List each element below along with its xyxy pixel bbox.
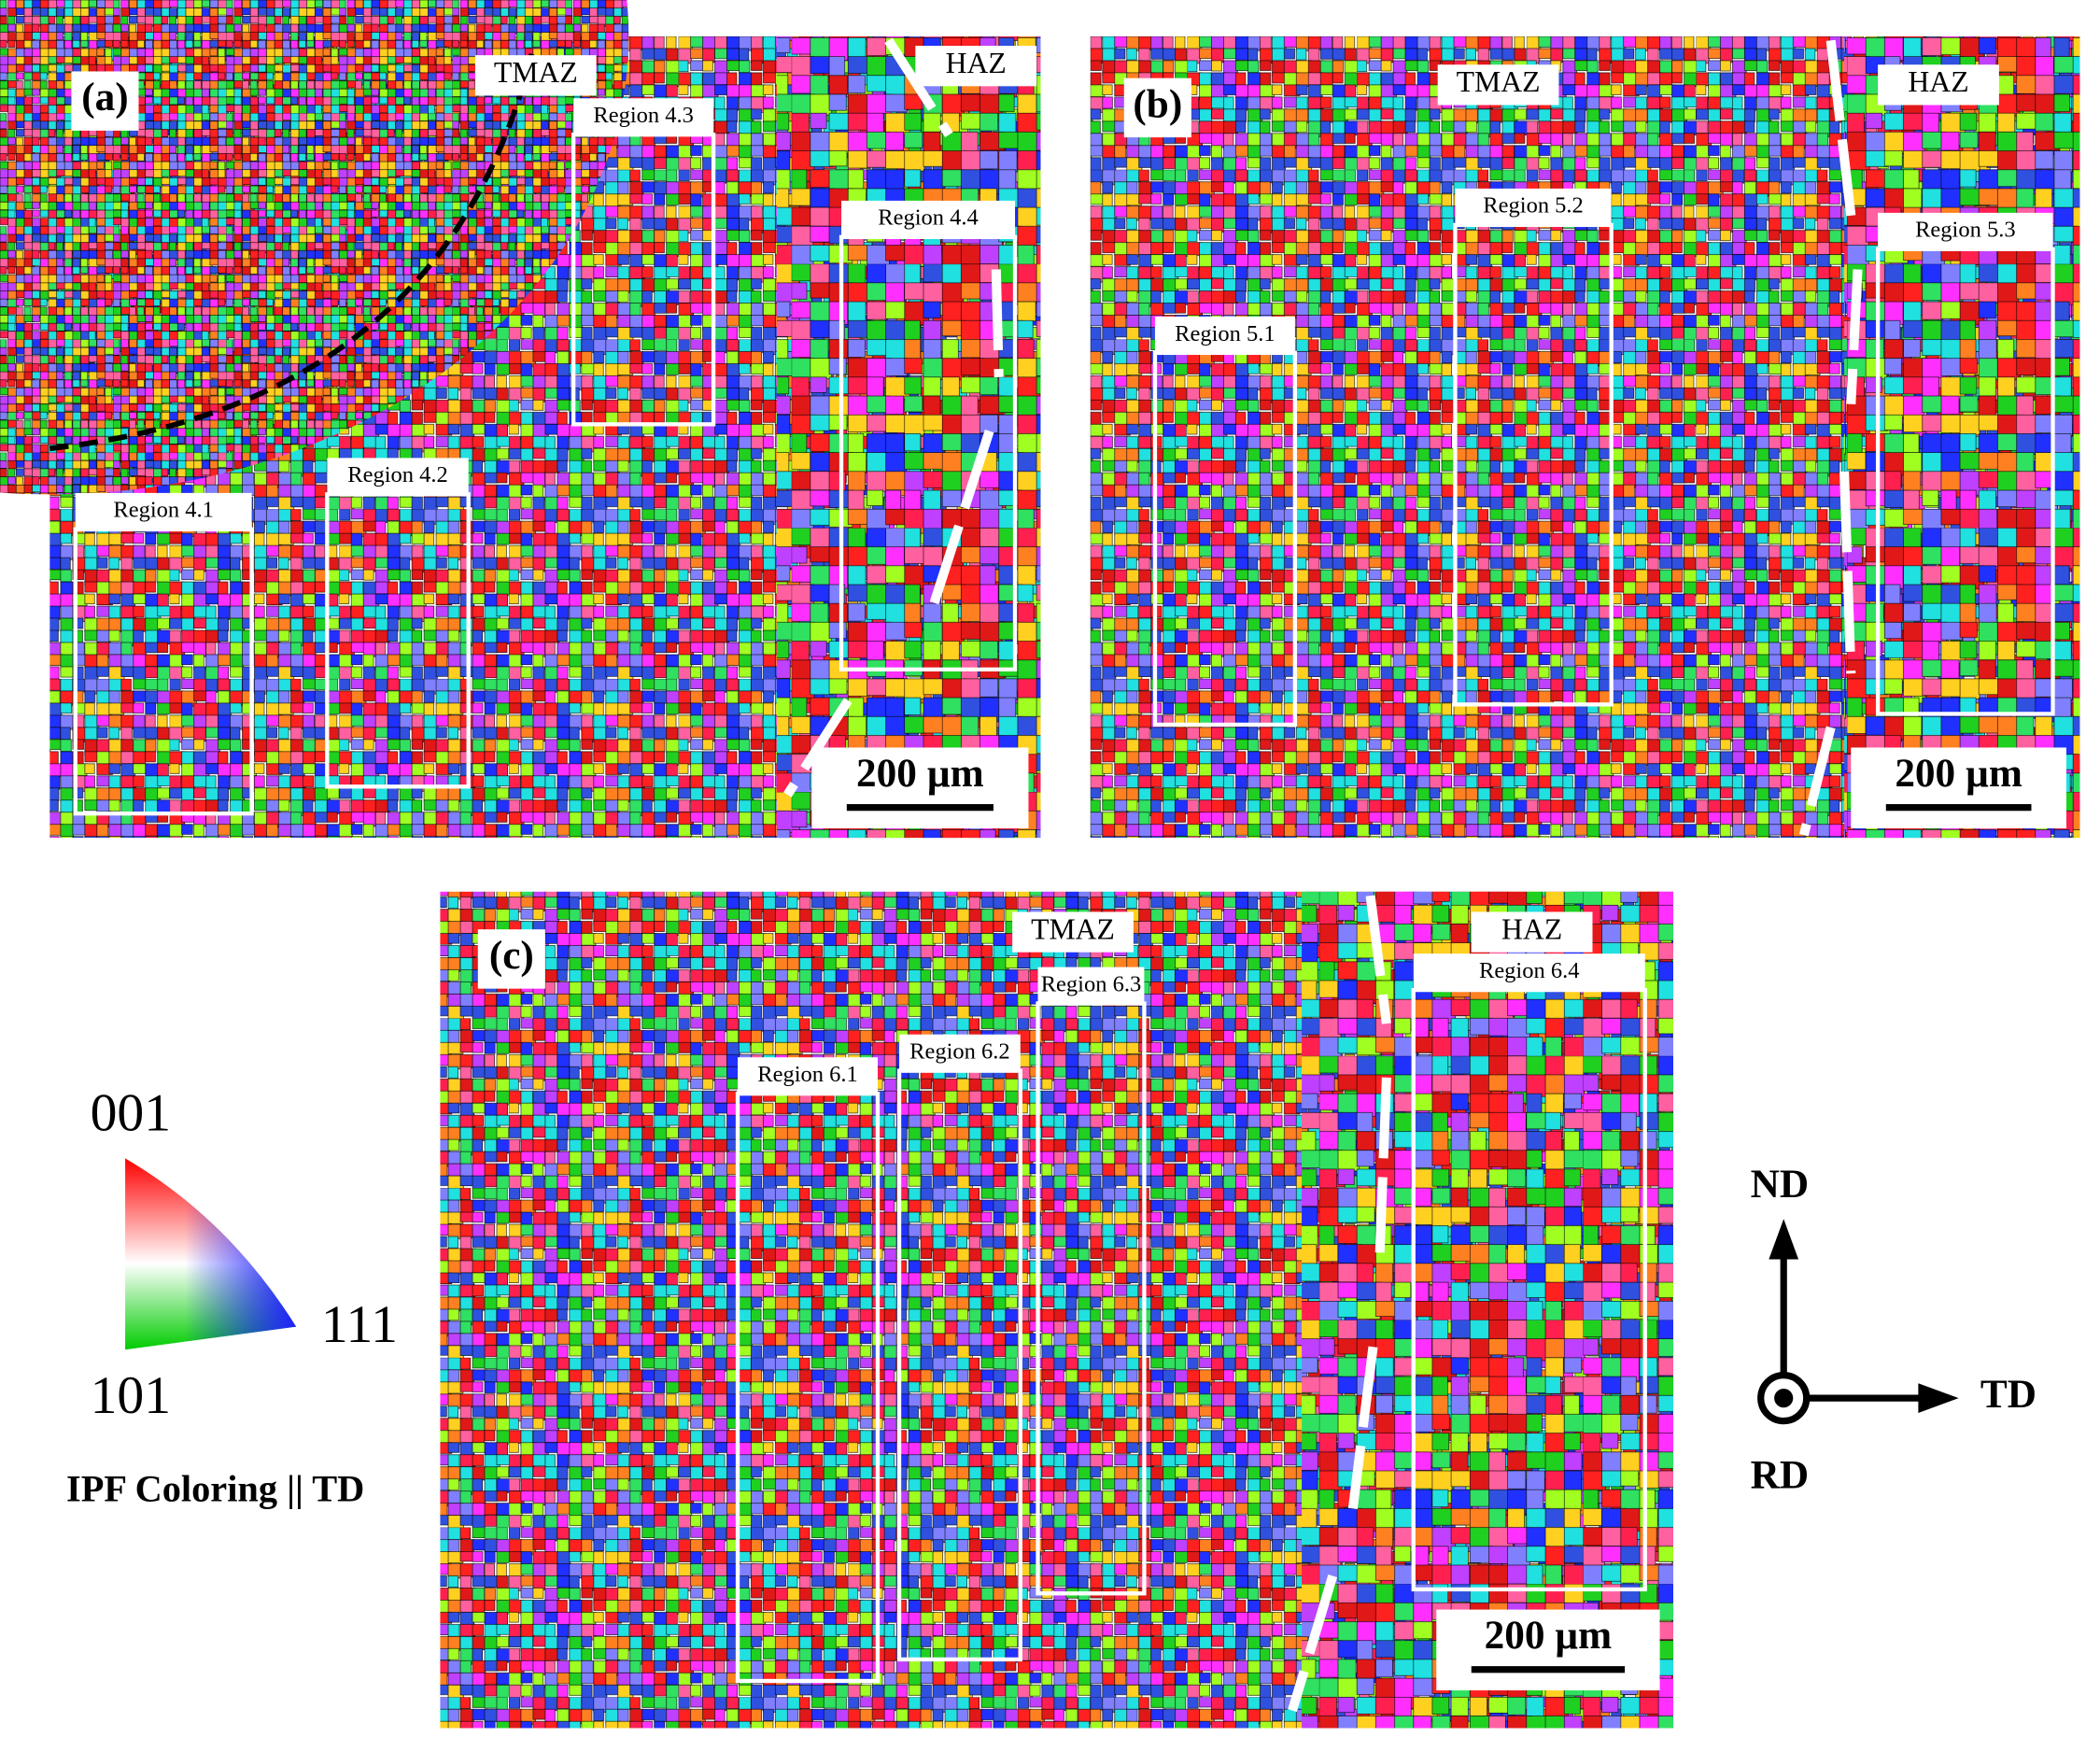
zone-label: HAZ — [1908, 65, 1968, 98]
coarse-grain-zone — [1844, 35, 2080, 839]
ipf-legend: 001 101 111 IPF Coloring || TD — [66, 1083, 398, 1509]
haz-boundary — [1825, 39, 1856, 217]
region-box — [73, 527, 254, 816]
haz-boundary — [1839, 471, 1856, 674]
panel-label-box — [477, 929, 545, 989]
legend-corner: 101 — [91, 1366, 171, 1425]
region-label-box — [1455, 188, 1612, 224]
region-label: Region 4.4 — [878, 205, 979, 231]
scale-bar-box — [1851, 747, 2066, 829]
scale-bar-text: 200 µm — [1485, 1613, 1613, 1658]
region-label-box — [1154, 316, 1295, 352]
legend-corner: 111 — [321, 1295, 398, 1354]
region-label-box — [1413, 953, 1645, 989]
coarse-grain-zone — [776, 35, 1041, 839]
axis-label: ND — [1751, 1162, 1809, 1207]
region-box — [1411, 987, 1647, 1592]
scale-bar — [846, 804, 994, 812]
zone-label: TMAZ — [494, 56, 578, 89]
axis-label: RD — [1751, 1453, 1809, 1498]
haz-boundary — [1288, 1574, 1338, 1713]
scale-bar-text: 200 µm — [856, 751, 984, 796]
region-label: Region 6.1 — [757, 1062, 858, 1087]
region-box — [1453, 222, 1614, 707]
zone-label-box — [1437, 64, 1559, 106]
region-label: Region 5.1 — [1175, 321, 1276, 346]
zone-label-box — [1471, 911, 1593, 953]
scale-bar-box — [811, 747, 1029, 829]
region-box — [1152, 350, 1298, 727]
zone-label-box — [915, 46, 1037, 87]
region-label-box — [1878, 212, 2053, 248]
scale-bar-text: 200 µm — [1895, 751, 2022, 796]
zone-label: HAZ — [946, 47, 1007, 79]
region-label-box — [899, 1034, 1021, 1070]
ipf-triangle-blue — [125, 1158, 297, 1350]
coarse-grain-zone — [1302, 891, 1673, 1729]
zone-label-box — [474, 55, 597, 96]
scale-bar-box — [1436, 1609, 1660, 1691]
region-box — [896, 1068, 1022, 1662]
scale-bar — [1885, 804, 2032, 812]
zone-label-box — [1878, 64, 1999, 106]
legend-caption: IPF Coloring || TD — [66, 1467, 364, 1509]
region-label: Region 6.4 — [1479, 958, 1580, 983]
region-label: Region 4.3 — [593, 103, 694, 128]
haz-boundary — [1846, 269, 1863, 404]
region-label-box — [738, 1057, 878, 1093]
zone-label: HAZ — [1501, 912, 1562, 945]
region-label-box — [841, 200, 1016, 236]
fine-grain-zone — [0, 0, 629, 495]
axes-indicator: ND TD RD — [1751, 1162, 2037, 1498]
panel-label: (b) — [1133, 81, 1182, 126]
region-box — [571, 133, 716, 427]
haz-boundary — [1347, 1346, 1378, 1510]
region-label: Region 6.3 — [1041, 971, 1142, 996]
region-label: Region 4.1 — [113, 498, 214, 523]
boundary-curve — [49, 52, 535, 452]
ebsd-panel: (c) TMAZ HAZ Region 6.1 Region 6.2 Region 6.3… — [440, 891, 1673, 1729]
zone-label-box — [1012, 911, 1134, 953]
region-label: Region 4.2 — [347, 462, 448, 487]
panel-label-box — [1123, 78, 1191, 138]
axis-label: TD — [1980, 1372, 2037, 1417]
region-label-box — [75, 492, 252, 529]
haz-boundary — [923, 429, 994, 622]
region-box — [1875, 247, 2055, 716]
scale-bar — [1471, 1666, 1626, 1673]
region-box — [735, 1091, 881, 1684]
region-label-box — [573, 98, 714, 134]
haz-boundary — [1365, 895, 1391, 1024]
out-of-plane-dot — [1774, 1389, 1794, 1408]
zone-label: TMAZ — [1457, 65, 1541, 98]
haz-boundary — [1798, 726, 1836, 837]
ebsd-panel: (a) TMAZ HAZ Region 4.1 Region 4.2 Region 4.3… — [0, 0, 1041, 839]
region-label-box — [1037, 967, 1145, 1003]
region-box — [839, 234, 1018, 671]
region-box — [325, 492, 471, 789]
panel-label: (a) — [81, 75, 128, 120]
ebsd-panel: (b) TMAZ HAZ Region 5.1 Region 5.2 Region 5.3… — [1090, 35, 2080, 839]
panel-label-box — [71, 71, 139, 131]
haz-boundary — [1374, 1077, 1391, 1253]
arrow-head — [1769, 1219, 1799, 1260]
arrow-head — [1918, 1383, 1959, 1413]
region-label-box — [327, 458, 469, 493]
panel-label: (c) — [489, 933, 534, 978]
haz-boundary — [884, 37, 953, 137]
region-label: Region 5.3 — [1915, 218, 2016, 243]
region-box — [1036, 1001, 1147, 1596]
legend-corner: 001 — [91, 1083, 171, 1142]
zone-label: TMAZ — [1031, 912, 1115, 945]
haz-boundary — [991, 269, 1004, 377]
region-label: Region 6.2 — [909, 1039, 1010, 1065]
region-label: Region 5.2 — [1483, 193, 1584, 219]
